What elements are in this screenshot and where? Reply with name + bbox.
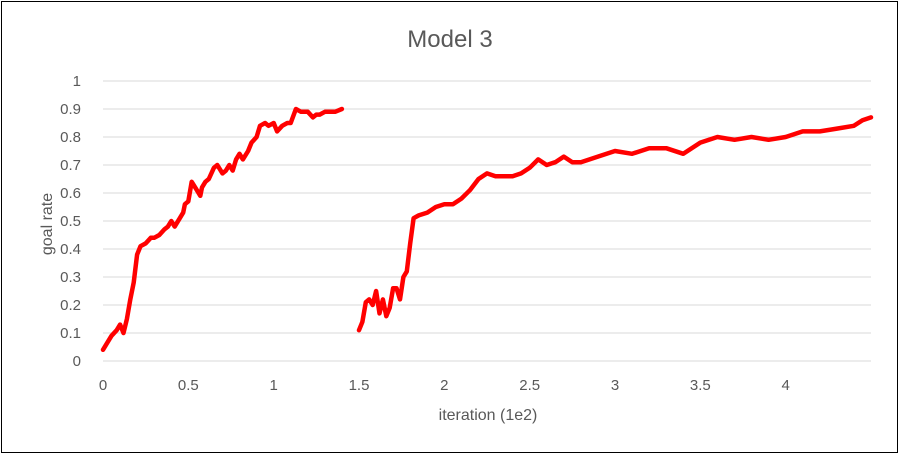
x-tick-label: 3.5 <box>690 377 711 394</box>
x-axis-title: iteration (1e2) <box>439 407 538 424</box>
y-tick-label: 0.3 <box>60 269 81 286</box>
gridlines <box>103 80 871 362</box>
y-tick-label: 0.5 <box>60 213 81 230</box>
chart-title: Model 3 <box>407 26 492 53</box>
y-tick-label: 0 <box>73 353 81 370</box>
y-tick-label: 1 <box>73 73 81 90</box>
y-axis-title: goal rate <box>39 193 56 255</box>
y-tick-label: 0.7 <box>60 157 81 174</box>
series-lines <box>100 106 874 353</box>
x-axis-ticks: 0 0.5 1 1.5 2 2.5 3 3.5 4 <box>99 377 790 394</box>
x-tick-label: 1 <box>269 377 277 394</box>
y-tick-label: 0.1 <box>60 325 81 342</box>
x-tick-label: 0.5 <box>178 377 199 394</box>
y-tick-label: 0.2 <box>60 297 81 314</box>
x-tick-label: 4 <box>781 377 789 394</box>
y-tick-label: 0.4 <box>60 241 81 258</box>
y-tick-label: 0.9 <box>60 101 81 118</box>
x-tick-label: 1.5 <box>349 377 370 394</box>
series-line-2 <box>356 115 874 333</box>
series-line-1 <box>100 106 345 353</box>
x-tick-label: 0 <box>99 377 107 394</box>
y-axis-ticks: 0 0.1 0.2 0.3 0.4 0.5 0.6 0.7 0.8 0.9 1 <box>60 73 81 370</box>
y-tick-label: 0.8 <box>60 129 81 146</box>
y-tick-label: 0.6 <box>60 185 81 202</box>
x-tick-label: 3 <box>611 377 619 394</box>
x-tick-label: 2 <box>440 377 448 394</box>
x-tick-label: 2.5 <box>519 377 540 394</box>
